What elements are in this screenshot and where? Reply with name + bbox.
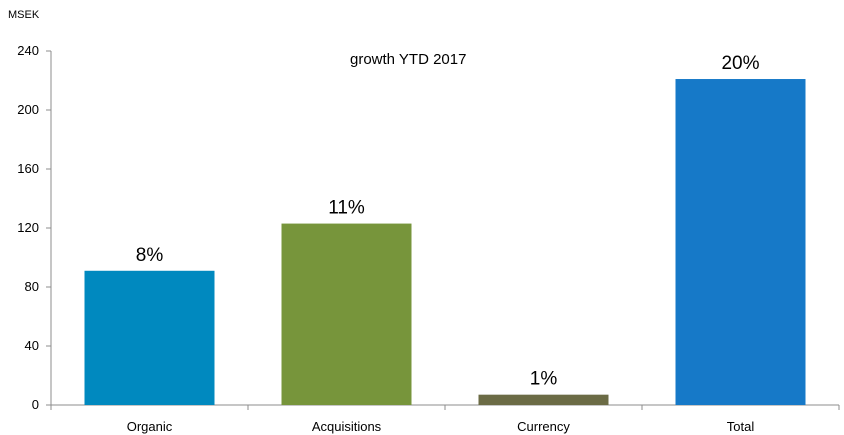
- bar-total: [675, 79, 806, 406]
- y-tick-label: 80: [25, 279, 39, 294]
- data-label: 20%: [721, 53, 759, 74]
- y-tick-label: 40: [25, 338, 39, 353]
- x-tick-label: Currency: [517, 419, 570, 434]
- bar-acquisitions: [281, 223, 412, 405]
- x-tick-label: Acquisitions: [312, 419, 382, 434]
- y-tick-label: 160: [17, 161, 39, 176]
- data-label: 11%: [328, 198, 365, 219]
- data-label: 1%: [530, 369, 558, 390]
- y-unit-label: MSEK: [8, 9, 40, 21]
- y-tick-label: 120: [17, 220, 39, 235]
- y-tick-label: 0: [32, 397, 39, 412]
- y-tick-label: 240: [17, 43, 39, 58]
- data-label: 8%: [136, 245, 164, 266]
- bar-organic: [84, 270, 215, 405]
- x-tick-label: Organic: [127, 419, 173, 434]
- chart-title: growth YTD 2017: [350, 51, 467, 68]
- x-tick-label: Total: [727, 419, 755, 434]
- bar-currency: [478, 394, 609, 405]
- y-tick-label: 200: [17, 102, 39, 117]
